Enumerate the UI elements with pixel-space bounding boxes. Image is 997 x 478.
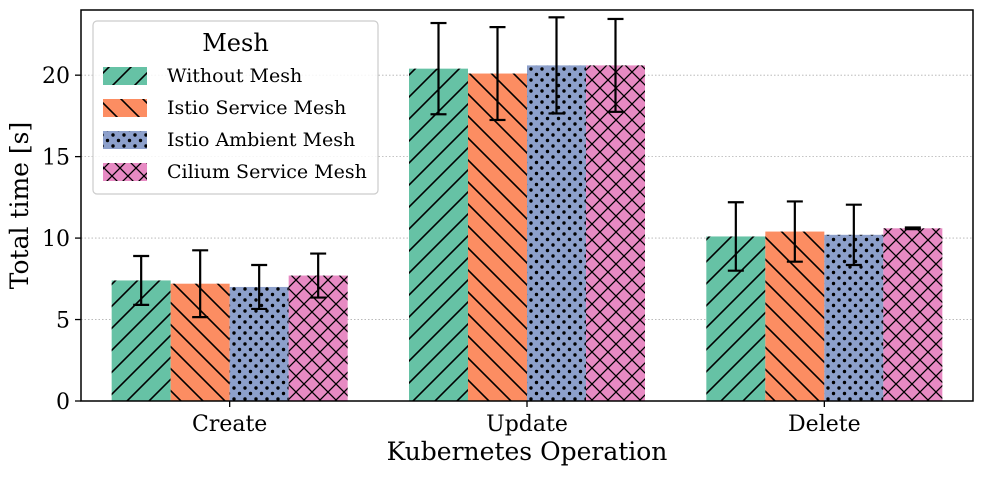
x-tick-label: Create bbox=[192, 412, 267, 437]
bar-hatch bbox=[586, 65, 645, 402]
legend-items: Without Mesh Istio Service Mesh Istio Ambi… bbox=[103, 65, 367, 183]
legend-swatch-hatch bbox=[103, 163, 147, 181]
x-tick-label: Delete bbox=[788, 412, 861, 437]
legend-box bbox=[92, 20, 379, 195]
legend-label: Istio Ambient Mesh bbox=[167, 129, 355, 151]
legend-swatch-hatch bbox=[103, 131, 147, 149]
y-tick-label: 20 bbox=[42, 64, 70, 89]
y-tick-label: 5 bbox=[56, 309, 70, 334]
x-tick-label: Update bbox=[486, 412, 568, 437]
y-axis-label: Total time [s] bbox=[5, 122, 34, 290]
legend-label: Without Mesh bbox=[167, 65, 302, 87]
legend: Mesh Without Mesh Istio Service Mesh Istio… bbox=[92, 20, 379, 195]
bar-hatch bbox=[468, 73, 527, 401]
bar-hatch bbox=[409, 68, 468, 402]
error-bars-layer bbox=[133, 16, 921, 319]
legend-label: Cilium Service Mesh bbox=[167, 161, 367, 183]
x-axis-ticks: Create Update Delete bbox=[192, 401, 861, 437]
legend-title: Mesh bbox=[202, 29, 269, 57]
x-axis-label: Kubernetes Operation bbox=[387, 437, 668, 466]
legend-label: Istio Service Mesh bbox=[167, 97, 346, 119]
bar-hatch bbox=[883, 228, 943, 401]
legend-swatch-hatch bbox=[103, 67, 147, 85]
y-axis-ticks: 0 5 10 15 20 bbox=[42, 64, 81, 415]
y-tick-label: 0 bbox=[56, 390, 70, 415]
y-tick-label: 10 bbox=[42, 227, 70, 252]
y-tick-label: 15 bbox=[42, 146, 70, 171]
bars-layer bbox=[111, 65, 943, 402]
bar-hatch bbox=[527, 65, 586, 402]
legend-swatch-hatch bbox=[103, 99, 147, 117]
